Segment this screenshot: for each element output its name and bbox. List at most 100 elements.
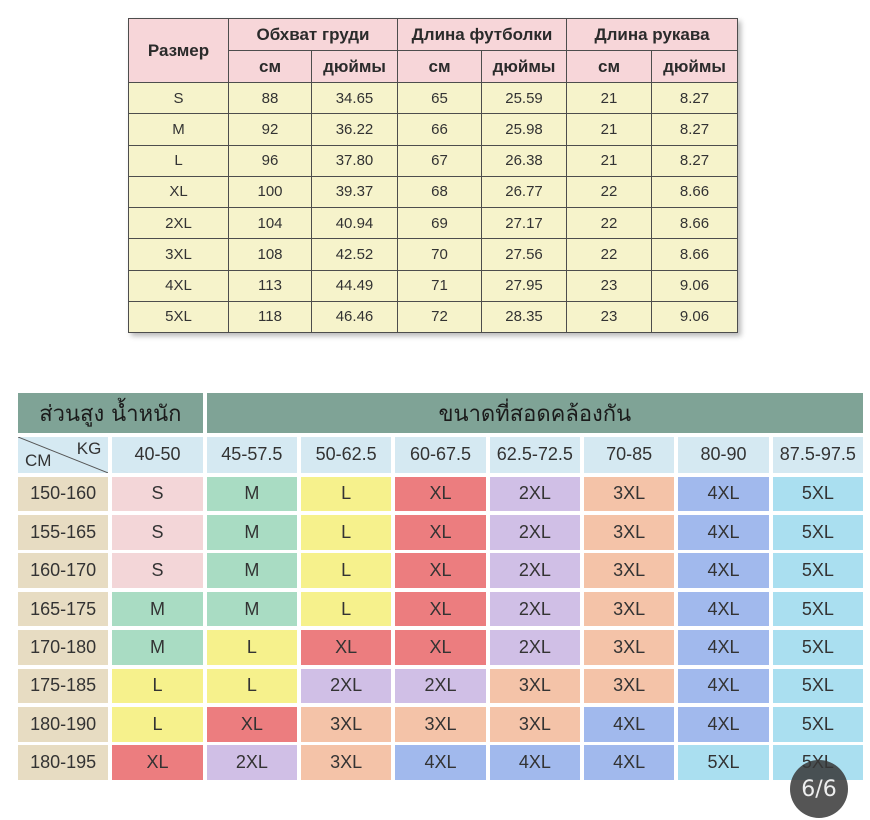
sleeve-length-inch-cell: 8.27 [651, 113, 739, 146]
recommended-size-cell: L [301, 476, 392, 512]
sleeve-length-inch-header: дюймы [651, 50, 739, 83]
chest-cm-cell: 92 [228, 113, 312, 146]
recommended-size-cell: L [301, 514, 392, 550]
sleeve-length-header: Длина рукава [566, 18, 739, 51]
size-table-row: M 92 36.22 66 25.98 21 8.27 [128, 113, 739, 146]
recommended-size-cell: M [206, 553, 297, 588]
size-label-cell: 3XL [128, 238, 229, 271]
diagonal-divider [18, 437, 108, 473]
height-range-cell: 170-180 [18, 630, 109, 665]
size-label-cell: XL [128, 175, 229, 209]
recommended-size-cell: 4XL [395, 745, 486, 780]
size-table-row: L 96 37.80 67 26.38 21 8.27 [128, 144, 739, 177]
chest-cm-cell: 118 [228, 300, 312, 334]
recommended-size-cell: L [301, 553, 392, 588]
recommended-size-cell: 5XL [772, 553, 863, 588]
recommended-size-cell: 5XL [772, 591, 863, 627]
recommended-size-cell: L [112, 668, 203, 704]
tshirt-length-inch-cell: 27.56 [480, 238, 568, 271]
sleeve-length-inch-cell: 8.66 [651, 206, 739, 240]
weight-range-header: 60-67.5 [395, 436, 486, 473]
recommended-size-cell: 3XL [395, 706, 486, 742]
recommended-size-cell: L [301, 591, 392, 627]
recommended-size-cell: XL [395, 630, 486, 665]
height-weight-header: ส่วนสูง น้ำหนัก [18, 393, 203, 433]
recommended-size-cell: 2XL [395, 668, 486, 704]
recommended-size-cell: 3XL [584, 476, 675, 512]
recommended-size-cell: 4XL [678, 706, 769, 742]
weight-range-header: 87.5-97.5 [772, 436, 863, 473]
recommended-size-cell: XL [395, 553, 486, 588]
tshirt-length-header: Длина футболки [396, 18, 568, 51]
chest-cm-header: см [228, 50, 312, 83]
sleeve-length-inch-cell: 8.66 [651, 238, 739, 271]
recommended-size-cell: 5XL [772, 706, 863, 742]
sleeve-length-cm-cell: 22 [566, 238, 653, 271]
size-label-cell: 4XL [128, 269, 229, 302]
height-range-cell: 175-185 [18, 668, 109, 704]
chest-cm-cell: 108 [228, 238, 312, 271]
recommended-size-cell: M [112, 630, 203, 665]
recommended-size-cell: 3XL [584, 553, 675, 588]
recommended-size-cell: 2XL [206, 745, 297, 780]
recommended-size-cell: 5XL [772, 630, 863, 665]
chest-cm-cell: 100 [228, 175, 312, 209]
tshirt-length-inch-cell: 27.95 [480, 269, 568, 302]
weight-range-header: 62.5-72.5 [489, 436, 580, 473]
size-label-cell: 5XL [128, 300, 229, 334]
recommended-size-cell: M [112, 591, 203, 627]
recommended-size-cell: 4XL [678, 476, 769, 512]
tshirt-length-cm-cell: 65 [397, 81, 482, 115]
recommended-size-cell: 4XL [489, 745, 580, 780]
sleeve-length-inch-cell: 9.06 [651, 269, 739, 302]
recommended-size-cell: XL [206, 706, 297, 742]
recommended-size-cell: L [206, 630, 297, 665]
recommended-size-cell: 3XL [301, 706, 392, 742]
sleeve-length-inch-cell: 9.06 [651, 300, 739, 334]
page-indicator: 6/6 [790, 760, 848, 818]
recommended-size-cell: 3XL [301, 745, 392, 780]
chest-header: Обхват груди [228, 18, 398, 51]
recommended-size-cell: 2XL [489, 514, 580, 550]
chest-inch-cell: 34.65 [311, 81, 398, 115]
sleeve-length-cm-cell: 21 [566, 144, 653, 177]
weight-range-header: 40-50 [112, 436, 203, 473]
recommended-size-cell: 2XL [489, 476, 580, 512]
tshirt-length-inch-header: дюймы [480, 50, 568, 83]
chest-inch-cell: 44.49 [311, 269, 398, 302]
recommended-size-cell: S [112, 553, 203, 588]
recommended-size-cell: M [206, 514, 297, 550]
size-chart-table: Размер Обхват груди Длина футболки Длина… [128, 18, 739, 334]
chest-inch-cell: 39.37 [311, 175, 398, 209]
recommended-size-cell: 4XL [678, 553, 769, 588]
recommended-size-cell: 5XL [772, 476, 863, 512]
recommended-size-cell: 2XL [489, 553, 580, 588]
height-range-cell: 180-195 [18, 745, 109, 780]
tshirt-length-cm-cell: 66 [397, 113, 482, 146]
recommended-size-cell: XL [395, 514, 486, 550]
sleeve-length-cm-cell: 22 [566, 175, 653, 209]
height-range-cell: 150-160 [18, 476, 109, 512]
size-table-row: 4XL 113 44.49 71 27.95 23 9.06 [128, 269, 739, 302]
weight-range-header: 70-85 [584, 436, 675, 473]
weight-range-header: 50-62.5 [301, 436, 392, 473]
tshirt-length-cm-cell: 70 [397, 238, 482, 271]
size-table-group-header-row: Размер Обхват груди Длина футболки Длина… [128, 18, 739, 83]
recommended-size-cell: 5XL [772, 514, 863, 550]
chest-cm-cell: 104 [228, 206, 312, 240]
size-fit-table: ส่วนสูง น้ำหนัก ขนาดที่สอดคล้องกัน KG CM… [18, 393, 863, 780]
recommended-size-cell: 3XL [584, 591, 675, 627]
size-column-header: Размер [128, 18, 229, 83]
size-table-row: 5XL 118 46.46 72 28.35 23 9.06 [128, 300, 739, 334]
size-table-row: XL 100 39.37 68 26.77 22 8.66 [128, 175, 739, 209]
recommended-size-cell: S [112, 476, 203, 512]
height-unit-label: CM [25, 450, 52, 470]
sleeve-length-cm-cell: 21 [566, 81, 653, 115]
recommended-size-cell: XL [395, 591, 486, 627]
recommended-size-cell: 4XL [678, 591, 769, 627]
tshirt-length-cm-header: см [397, 50, 482, 83]
recommended-size-cell: 5XL [678, 745, 769, 780]
recommended-size-cell: 2XL [489, 630, 580, 665]
recommended-size-cell: M [206, 591, 297, 627]
